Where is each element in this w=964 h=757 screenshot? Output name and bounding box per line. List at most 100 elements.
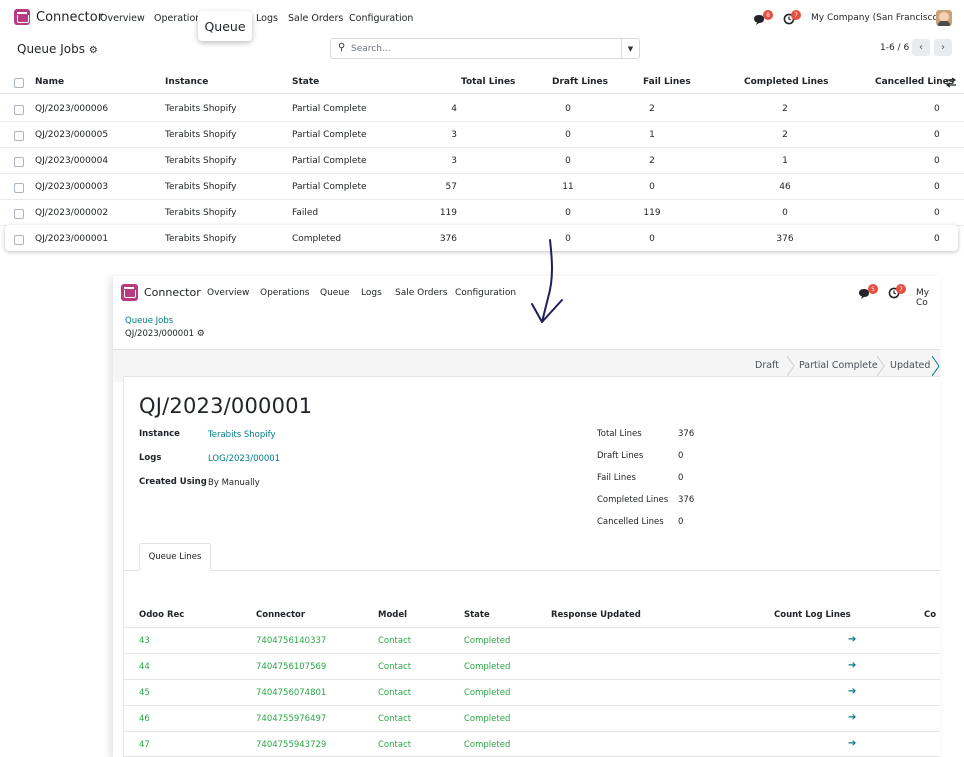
column-connector[interactable]: Connector (256, 610, 306, 620)
queue-line-row[interactable] (123, 679, 940, 705)
menu-sale-orders[interactable]: Sale Orders (288, 13, 344, 24)
table-row-highlighted[interactable] (5, 225, 958, 251)
stage-separator-active (932, 356, 940, 376)
pager-value[interactable]: 1-6 / 6 (880, 43, 910, 53)
column-draft-lines[interactable]: Draft Lines (552, 77, 609, 87)
queue-line-row[interactable] (123, 731, 940, 757)
line-odoo-rec[interactable]: 43 (139, 636, 150, 646)
form-menu-sale-orders[interactable]: Sale Orders (395, 288, 448, 298)
table-row[interactable] (0, 122, 964, 148)
cell-completed-lines: 2 (782, 104, 788, 114)
cell-cancelled-lines: 0 (934, 156, 940, 166)
stage-updated[interactable]: Updated (890, 360, 931, 371)
cell-fail-lines: 2 (649, 104, 655, 114)
menu-configuration[interactable]: Configuration (349, 13, 414, 24)
field-created-using[interactable]: By Manually (208, 478, 260, 488)
form-menu-operations[interactable]: Operations (260, 288, 310, 298)
column-truncated[interactable]: Co (924, 610, 937, 620)
company-switcher[interactable]: My Company (San Francisco) (811, 13, 942, 23)
column-completed-lines[interactable]: Completed Lines (744, 77, 829, 87)
row-checkbox[interactable] (14, 131, 24, 141)
cell-completed-lines: 0 (782, 208, 788, 218)
activity-badge: 7 (896, 284, 906, 294)
cell-total-lines: 57 (445, 182, 457, 192)
user-avatar[interactable] (936, 10, 952, 26)
chat-icon[interactable] (753, 14, 771, 26)
table-row[interactable] (0, 174, 964, 200)
field-label-cancelled-lines: Cancelled Lines (597, 517, 664, 527)
menu-queue-tooltip[interactable]: Queue (198, 11, 252, 41)
stage-draft[interactable]: Draft (755, 360, 779, 371)
search-input[interactable]: ⚲ Search... ▼ (330, 38, 640, 59)
row-checkbox[interactable] (14, 157, 24, 167)
cell-name: QJ/2023/000002 (35, 208, 109, 218)
column-cancelled-lines[interactable]: Cancelled Lines (875, 77, 955, 87)
queue-line-row[interactable] (123, 705, 940, 731)
form-menu-queue[interactable]: Queue (320, 288, 350, 298)
cell-name: QJ/2023/000005 (35, 130, 109, 140)
table-row[interactable] (0, 148, 964, 174)
cell-name: QJ/2023/000001 (35, 234, 109, 244)
app-name[interactable]: Connector (36, 10, 104, 25)
menu-overview[interactable]: Overview (100, 13, 145, 24)
row-checkbox[interactable] (14, 183, 24, 193)
open-log-lines-arrow-icon[interactable]: ➔ (848, 660, 857, 671)
field-logs[interactable]: LOG/2023/00001 (208, 454, 281, 464)
row-checkbox[interactable] (14, 209, 24, 219)
column-response-updated[interactable]: Response Updated (551, 610, 641, 620)
queue-line-row[interactable] (123, 627, 940, 653)
tab-queue-lines[interactable]: Queue Lines (139, 543, 211, 571)
stage-partial-complete[interactable]: Partial Complete (799, 360, 878, 371)
column-odoo-rec[interactable]: Odoo Rec (139, 610, 185, 620)
connector-app-icon[interactable] (14, 9, 30, 25)
gear-icon[interactable]: ⚙ (196, 329, 205, 339)
open-log-lines-arrow-icon[interactable]: ➔ (848, 686, 857, 697)
table-row[interactable] (0, 96, 964, 122)
column-fail-lines[interactable]: Fail Lines (643, 77, 691, 87)
line-odoo-rec[interactable]: 46 (139, 714, 150, 724)
search-placeholder: Search... (351, 44, 391, 54)
column-total-lines[interactable]: Total Lines (461, 77, 516, 87)
field-label-total-lines: Total Lines (597, 429, 642, 439)
table-row[interactable] (0, 200, 964, 226)
menu-logs[interactable]: Logs (256, 13, 278, 24)
column-state[interactable]: State (464, 610, 490, 620)
company-switcher[interactable]: My Co (916, 288, 930, 308)
line-connector: 7404755976497 (256, 714, 327, 724)
gear-icon[interactable]: ⚙ (88, 45, 98, 56)
row-checkbox[interactable] (14, 105, 24, 115)
column-settings-icon[interactable] (945, 77, 957, 88)
column-name[interactable]: Name (35, 77, 65, 87)
form-view-panel: Connector Overview Operations Queue Logs… (113, 276, 940, 757)
line-odoo-rec[interactable]: 44 (139, 662, 150, 672)
column-instance[interactable]: Instance (165, 77, 209, 87)
column-model[interactable]: Model (378, 610, 408, 620)
cell-fail-lines: 0 (649, 182, 655, 192)
select-all-checkbox[interactable] (14, 78, 24, 88)
breadcrumb-queue-jobs[interactable]: Queue Jobs (125, 316, 174, 326)
open-log-lines-arrow-icon[interactable]: ➔ (848, 738, 857, 749)
pager-next-button[interactable]: › (934, 39, 952, 56)
column-count-log-lines[interactable]: Count Log Lines (774, 610, 851, 620)
form-menu-logs[interactable]: Logs (361, 288, 382, 298)
queue-line-row[interactable] (123, 653, 940, 679)
chat-icon[interactable] (858, 288, 876, 300)
field-cancelled-lines: 0 (678, 517, 684, 527)
form-app-name[interactable]: Connector (144, 286, 201, 299)
form-menu-overview[interactable]: Overview (207, 288, 250, 298)
cell-completed-lines: 46 (779, 182, 791, 192)
search-options-toggle[interactable]: ▼ (621, 39, 639, 58)
row-checkbox[interactable] (14, 235, 24, 245)
open-log-lines-arrow-icon[interactable]: ➔ (848, 712, 857, 723)
line-odoo-rec[interactable]: 45 (139, 688, 150, 698)
form-menu-configuration[interactable]: Configuration (455, 288, 517, 298)
field-instance[interactable]: Terabits Shopify (208, 430, 276, 440)
field-completed-lines: 376 (678, 495, 695, 505)
menu-operations[interactable]: Operations (154, 13, 207, 24)
open-log-lines-arrow-icon[interactable]: ➔ (848, 634, 857, 645)
cell-instance: Terabits Shopify (165, 130, 237, 140)
line-odoo-rec[interactable]: 47 (139, 740, 150, 750)
column-state[interactable]: State (292, 77, 320, 87)
pager-previous-button[interactable]: ‹ (912, 39, 930, 56)
connector-app-icon[interactable] (121, 284, 138, 301)
